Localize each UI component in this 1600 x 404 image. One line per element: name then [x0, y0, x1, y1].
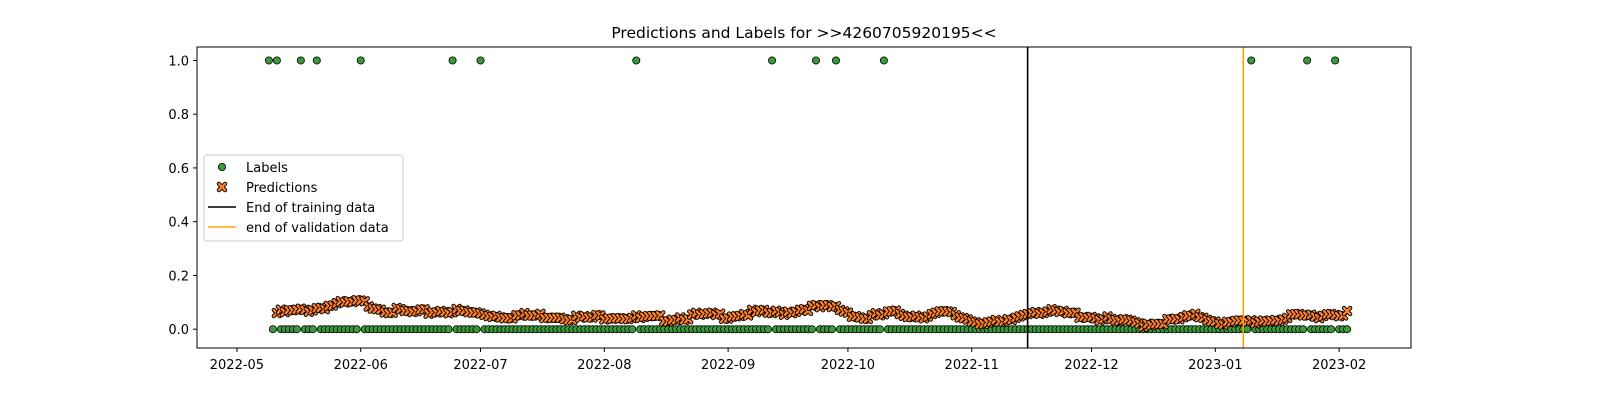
label-point	[476, 56, 485, 65]
x-tick-label: 2022-06	[334, 358, 388, 373]
label-point	[632, 56, 641, 65]
label-point	[764, 325, 773, 334]
legend: Labels Predictions End of training data end…	[203, 154, 404, 242]
label-point	[1243, 325, 1252, 334]
label-point	[1331, 56, 1340, 65]
label-point	[268, 325, 277, 334]
plot-frame	[196, 46, 1412, 349]
legend-label: Predictions	[246, 181, 318, 196]
label-point	[1247, 56, 1256, 65]
label-point	[272, 56, 281, 65]
x-axis: 2022-05 2022-06 2022-07 2022-08 2022-09 2022-…	[210, 348, 1366, 373]
y-tick-label: 0.8	[168, 108, 189, 123]
legend-label: Labels	[246, 161, 288, 176]
y-tick-label: 1.0	[168, 54, 189, 69]
y-tick-label: 0.2	[168, 269, 189, 284]
x-tick-label: 2022-10	[821, 358, 875, 373]
legend-label: end of validation data	[246, 221, 389, 236]
x-tick-label: 2023-01	[1188, 358, 1242, 373]
y-tick-label: 0.4	[168, 216, 189, 231]
x-tick-label: 2022-05	[210, 358, 264, 373]
legend-marker-predictions	[217, 182, 227, 192]
label-point	[312, 56, 321, 65]
y-tick-label: 0.0	[168, 323, 189, 338]
label-point	[296, 56, 305, 65]
label-point	[1343, 325, 1352, 334]
label-point	[879, 56, 888, 65]
label-point	[356, 56, 365, 65]
legend-label: End of training data	[246, 201, 375, 216]
label-point	[1303, 56, 1312, 65]
x-tick-label: 2022-12	[1064, 358, 1118, 373]
prediction-point	[1342, 306, 1352, 316]
label-point	[811, 56, 820, 65]
label-point	[264, 56, 273, 65]
x-tick-label: 2022-07	[453, 358, 507, 373]
chart-title: Predictions and Labels for >>42607059201…	[611, 24, 996, 42]
label-point	[875, 325, 884, 334]
x-tick-label: 2022-08	[577, 358, 631, 373]
label-point	[827, 325, 836, 334]
legend-box	[203, 154, 404, 242]
label-point	[444, 325, 453, 334]
y-axis: 0.0 0.2 0.4 0.6 0.8 1.0	[168, 54, 197, 338]
label-point	[472, 325, 481, 334]
x-tick-label: 2023-02	[1312, 358, 1366, 373]
label-point	[292, 325, 301, 334]
label-point	[831, 56, 840, 65]
label-point	[1299, 325, 1308, 334]
label-point	[807, 325, 816, 334]
label-point	[628, 325, 637, 334]
vline-group	[1026, 47, 1245, 348]
label-point	[308, 325, 317, 334]
label-point	[1327, 325, 1336, 334]
y-tick-label: 0.6	[168, 162, 189, 177]
label-point	[768, 56, 777, 65]
label-point	[352, 325, 361, 334]
series-group	[264, 56, 1353, 334]
label-point	[448, 56, 457, 65]
x-tick-label: 2022-09	[701, 358, 755, 373]
legend-marker-labels	[217, 162, 226, 171]
x-tick-label: 2022-11	[945, 358, 999, 373]
